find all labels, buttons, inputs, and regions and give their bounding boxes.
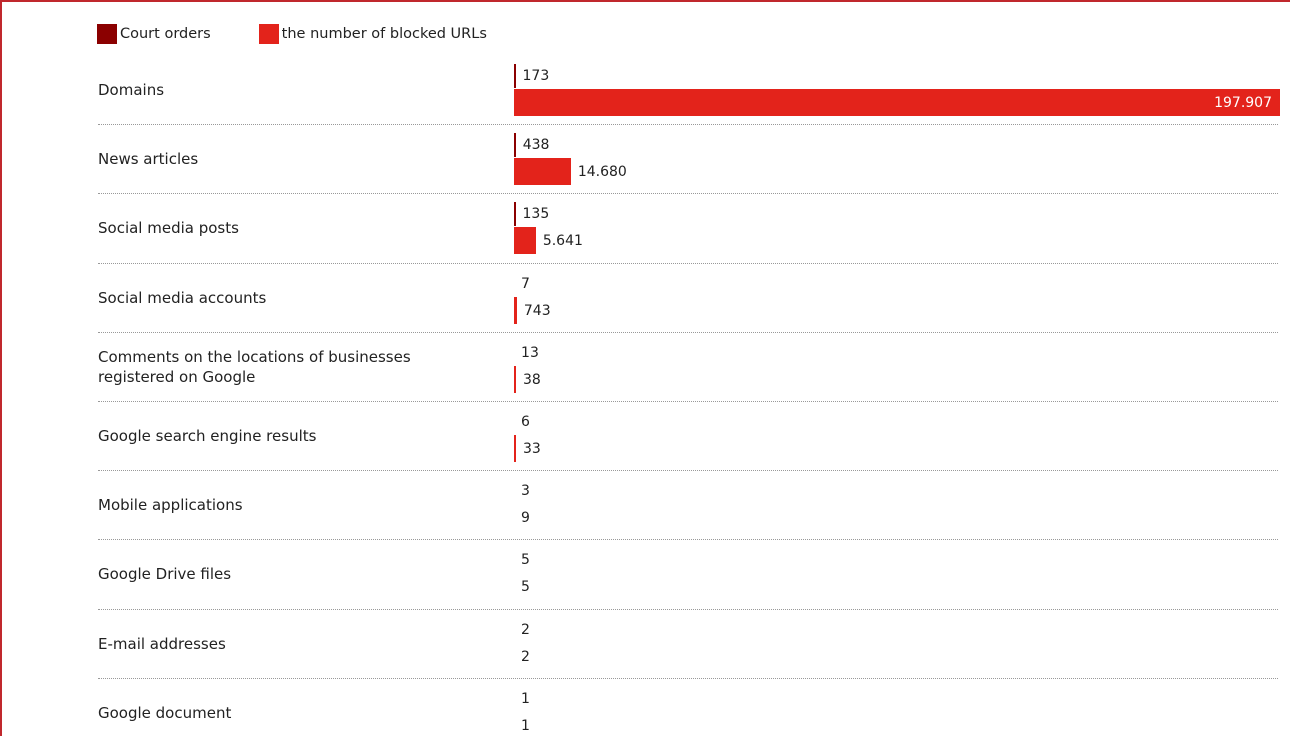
data-label-blocked-urls: 1 bbox=[521, 717, 530, 734]
data-label-blocked-urls: 5.641 bbox=[542, 233, 583, 250]
data-label-court-orders: 135 bbox=[522, 206, 550, 223]
legend-item-court-orders[interactable]: Court orders bbox=[97, 24, 211, 44]
row-divider bbox=[98, 539, 1278, 541]
row-divider bbox=[98, 262, 1278, 264]
row-divider bbox=[98, 470, 1278, 472]
bar-blocked-urls[interactable] bbox=[514, 296, 517, 324]
data-label-blocked-urls: 33 bbox=[523, 441, 541, 457]
bar-blocked-urls[interactable] bbox=[514, 89, 1280, 116]
data-label-blocked-urls: 197.907 bbox=[1214, 95, 1272, 111]
legend-label-blocked-urls: the number of blocked URLs bbox=[281, 26, 487, 42]
bar-blocked-urls[interactable] bbox=[514, 158, 571, 186]
data-label-blocked-urls: 743 bbox=[523, 302, 551, 319]
data-label-court-orders: 3 bbox=[521, 483, 530, 500]
row-divider bbox=[98, 124, 1278, 126]
category-label: Google search engine results bbox=[98, 427, 317, 445]
bar-court-orders[interactable] bbox=[514, 133, 516, 158]
bar-blocked-urls[interactable] bbox=[514, 435, 516, 462]
data-label-court-orders: 2 bbox=[521, 621, 530, 638]
data-label-court-orders: 7 bbox=[521, 275, 530, 292]
category-label: Google Drive files bbox=[98, 565, 232, 584]
data-label-blocked-urls: 38 bbox=[523, 371, 541, 388]
row-divider bbox=[98, 401, 1278, 402]
data-label-court-orders: 173 bbox=[522, 68, 550, 84]
legend-label-court-orders: Court orders bbox=[120, 26, 211, 42]
bar-court-orders[interactable] bbox=[514, 202, 516, 227]
category-label: E-mail addresses bbox=[98, 634, 226, 653]
bar-court-orders[interactable] bbox=[514, 64, 516, 88]
data-label-court-orders: 438 bbox=[522, 137, 550, 154]
data-label-court-orders: 5 bbox=[521, 552, 530, 569]
category-label: Social media accounts bbox=[98, 288, 267, 307]
legend-swatch-blocked-urls bbox=[258, 24, 279, 44]
row-divider bbox=[98, 677, 1278, 679]
data-label-court-orders: 13 bbox=[521, 344, 539, 361]
category-label: Google document bbox=[98, 703, 232, 722]
legend-swatch-court-orders bbox=[97, 24, 117, 44]
row-divider bbox=[98, 193, 1278, 195]
category-label: Domains bbox=[98, 81, 165, 99]
category-label: News articles bbox=[98, 150, 199, 169]
data-label-court-orders: 1 bbox=[521, 690, 530, 707]
legend-item-blocked-urls[interactable]: the number of blocked URLs bbox=[258, 24, 487, 44]
data-label-blocked-urls: 14.680 bbox=[577, 164, 627, 181]
legend: Court orders the number of blocked URLs bbox=[97, 24, 535, 44]
data-label-court-orders: 6 bbox=[521, 414, 530, 430]
row-divider bbox=[98, 331, 1278, 333]
category-label: Comments on the locations of businesses … bbox=[98, 347, 411, 386]
data-label-blocked-urls: 5 bbox=[521, 579, 530, 596]
category-label: Social media posts bbox=[98, 219, 239, 238]
row-divider bbox=[98, 608, 1278, 610]
data-label-blocked-urls: 9 bbox=[521, 510, 530, 527]
data-label-blocked-urls: 2 bbox=[521, 648, 530, 665]
category-label: Mobile applications bbox=[98, 496, 243, 515]
bar-blocked-urls[interactable] bbox=[514, 365, 516, 393]
bar-blocked-urls[interactable] bbox=[514, 227, 536, 255]
